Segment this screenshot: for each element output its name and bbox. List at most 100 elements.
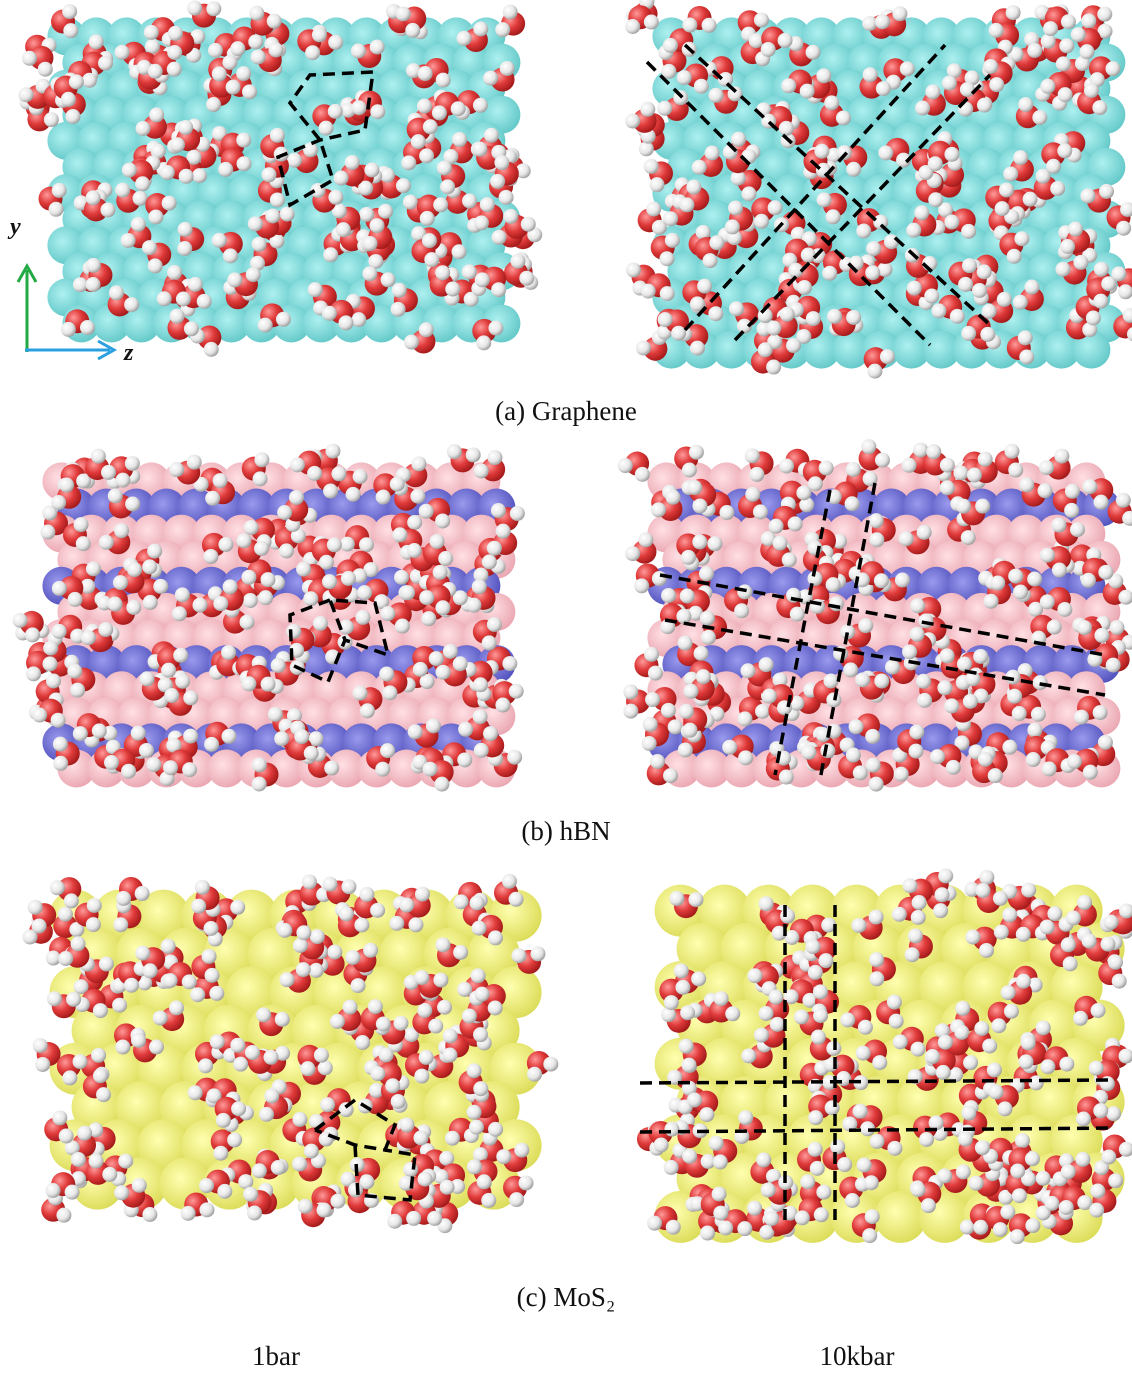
water-molecule (869, 1126, 903, 1156)
substrate-atom (1042, 330, 1081, 369)
water-molecule (816, 192, 847, 225)
water-molecule (414, 969, 449, 998)
hydrogen-atom (1055, 261, 1071, 277)
hydrogen-atom (1028, 1075, 1044, 1091)
hydrogen-atom (254, 452, 270, 468)
water-molecule (674, 444, 704, 478)
hydrogen-atom (1010, 1163, 1026, 1179)
hydrogen-atom (331, 203, 347, 219)
hydrogen-atom (124, 297, 140, 313)
hydrogen-atom (58, 950, 74, 966)
hydrogen-atom (1118, 1141, 1132, 1157)
hydrogen-atom (263, 1049, 279, 1065)
hydrogen-atom (213, 596, 229, 612)
water-molecule (1008, 1213, 1041, 1245)
hydrogen-atom (664, 1121, 680, 1137)
hydrogen-atom (1019, 349, 1035, 365)
hydrogen-atom (855, 672, 871, 688)
hydrogen-atom (957, 1131, 973, 1147)
hydrogen-atom (338, 315, 354, 331)
hydrogen-atom (954, 735, 970, 751)
hydrogen-atom (279, 206, 295, 222)
water-molecule (287, 142, 319, 174)
hydrogen-atom (910, 1182, 926, 1198)
hydrogen-atom (845, 461, 861, 477)
hydrogen-atom (51, 623, 67, 639)
hydrogen-atom (442, 643, 458, 659)
hydrogen-atom (428, 1018, 444, 1034)
water-molecule (279, 962, 311, 993)
water-molecule (625, 532, 657, 564)
hydrogen-atom (212, 125, 228, 141)
hydrogen-atom (1093, 494, 1109, 510)
water-molecule (1065, 894, 1097, 927)
hydrogen-atom (135, 176, 151, 192)
hydrogen-atom (70, 682, 86, 698)
hydrogen-atom (46, 991, 62, 1007)
hydrogen-atom (1060, 14, 1076, 30)
hydrogen-atom (1105, 61, 1121, 77)
hydrogen-atom (450, 101, 466, 117)
hydrogen-atom (494, 155, 510, 171)
substrate-atom (93, 1042, 146, 1095)
hydrogen-atom (914, 205, 930, 221)
hydrogen-atom (981, 303, 997, 319)
hydrogen-atom (935, 1064, 951, 1080)
hydrogen-atom (745, 486, 761, 502)
hydrogen-atom (323, 247, 339, 263)
water-molecule (403, 322, 436, 354)
water-molecule (354, 886, 386, 919)
hydrogen-atom (866, 241, 882, 257)
water-molecule (1070, 27, 1102, 60)
hydrogen-atom (906, 222, 922, 238)
hydrogen-atom (1103, 914, 1119, 930)
hydrogen-atom (350, 43, 366, 59)
hydrogen-atom (1097, 734, 1113, 750)
water-molecule (362, 218, 393, 251)
water-molecule (397, 1117, 429, 1149)
hydrogen-atom (1039, 919, 1055, 935)
water-molecule (12, 610, 44, 643)
hydrogen-atom (323, 483, 339, 499)
hydrogen-atom (1035, 1170, 1051, 1186)
hydrogen-atom (131, 1177, 147, 1193)
water-molecule (159, 155, 194, 184)
hydrogen-atom (998, 182, 1014, 198)
hydrogen-atom (203, 548, 219, 564)
water-molecule (435, 656, 468, 687)
hydrogen-atom (867, 363, 883, 379)
hydrogen-atom (680, 1005, 696, 1021)
hydrogen-atom (418, 322, 434, 338)
hydrogen-atom (417, 1171, 433, 1187)
hydrogen-atom (1109, 619, 1125, 635)
hydrogen-atom (131, 1032, 147, 1048)
hydrogen-atom (1017, 330, 1033, 346)
water-molecule (884, 655, 919, 685)
hydrogen-atom (433, 972, 449, 988)
hydrogen-atom (364, 162, 380, 178)
hydrogen-atom (368, 1082, 384, 1098)
water-molecule (625, 101, 657, 133)
hydrogen-atom (416, 98, 432, 114)
hydrogen-atom (678, 1038, 694, 1054)
hydrogen-atom (747, 1200, 763, 1216)
water-molecule (80, 622, 114, 653)
hydrogen-atom (350, 978, 366, 994)
line-guide (639, 1126, 1116, 1134)
hydrogen-atom (978, 942, 994, 958)
hydrogen-atom (868, 513, 884, 529)
hydrogen-atom (362, 266, 378, 282)
hydrogen-atom (964, 881, 980, 897)
water-molecule (257, 303, 291, 333)
hydrogen-atom (964, 70, 980, 86)
hydrogen-atom (992, 1222, 1008, 1238)
hydrogen-atom (352, 685, 368, 701)
hydrogen-atom (1028, 601, 1044, 617)
water-molecule (676, 63, 709, 94)
hydrogen-atom (1032, 109, 1048, 125)
hydrogen-atom (35, 1056, 51, 1072)
water-molecule (851, 909, 884, 940)
water-molecule (753, 1016, 786, 1048)
hydrogen-atom (1002, 907, 1018, 923)
hydrogen-atom (1107, 954, 1123, 970)
